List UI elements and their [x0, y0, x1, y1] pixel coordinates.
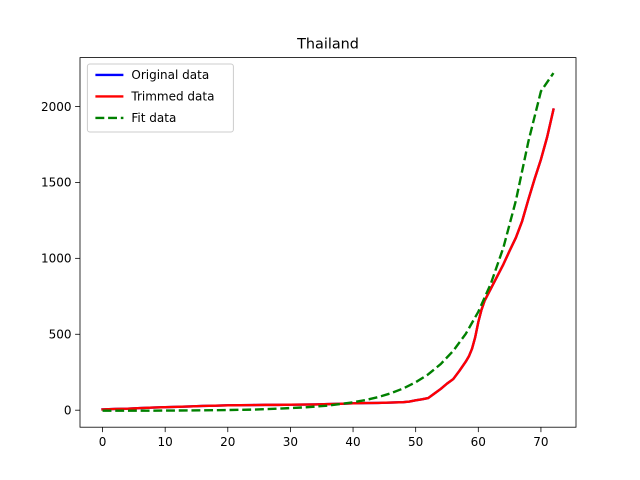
- x-tick-label: 40: [345, 435, 360, 449]
- x-tick-label: 0: [99, 435, 107, 449]
- y-tick-label: 1500: [41, 176, 72, 190]
- axes-frame: [79, 57, 577, 428]
- legend-label-0: Original data: [131, 68, 209, 82]
- x-axis: 0 10 20 30 40 50 60 70: [99, 427, 549, 449]
- y-tick-label: 500: [49, 328, 72, 342]
- x-tick-label: 20: [220, 435, 235, 449]
- legend-label-1: Trimmed data: [130, 90, 214, 104]
- y-tick-label: 2000: [41, 100, 72, 114]
- legend-frame: [86, 63, 234, 133]
- y-tick-label: 1000: [41, 252, 72, 266]
- y-axis: 0 500 1000 1500 2000: [41, 100, 80, 417]
- y-tick-label: 0: [64, 403, 72, 417]
- series-line-2: [102, 72, 555, 412]
- plot-area: [101, 72, 555, 412]
- chart-title: Thailand: [296, 37, 359, 53]
- x-tick-label: 60: [471, 435, 486, 449]
- x-tick-label: 70: [533, 435, 548, 449]
- series-line-1: [101, 108, 555, 411]
- x-tick-label: 30: [283, 435, 298, 449]
- x-tick-label: 10: [158, 435, 173, 449]
- legend-label-2: Fit data: [131, 111, 176, 125]
- x-tick-label: 50: [408, 435, 423, 449]
- legend: Original data Trimmed data Fit data: [86, 63, 234, 133]
